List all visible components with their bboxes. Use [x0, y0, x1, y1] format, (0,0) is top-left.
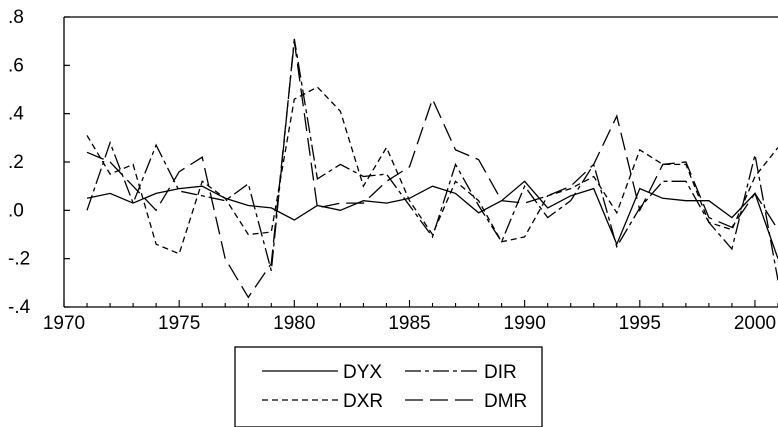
x-tick-label: 1990	[504, 313, 546, 334]
y-tick-label: .0	[8, 200, 24, 221]
y-tick-label: -.4	[8, 297, 31, 318]
legend-label-dyx: DYX	[343, 362, 382, 383]
y-tick-label: .6	[8, 55, 24, 76]
series-layer	[86, 38, 778, 299]
series-line-dyx	[86, 180, 778, 259]
x-tick-label: 1980	[273, 313, 315, 334]
x-tick-label: 1985	[388, 313, 430, 334]
series-line-dmr	[86, 41, 778, 299]
legend-box	[234, 346, 543, 427]
legend: DYX DIR DXR DMR	[234, 346, 543, 427]
x-tick-label: 2000	[734, 313, 776, 334]
y-tick-label: -.2	[8, 249, 30, 270]
y-tick-label: .4	[8, 104, 24, 125]
plot-axes: -.4 -.2 .0 .2 .4 .6 .8 1970 1975 1980 1985 1990 1995…	[8, 7, 778, 334]
legend-label-dmr: DMR	[484, 391, 527, 412]
x-tick-label: 1970	[43, 313, 85, 334]
legend-label-dxr: DXR	[343, 391, 383, 412]
y-tick-label: .2	[8, 152, 24, 173]
legend-label-dir: DIR	[484, 362, 517, 383]
series-line-dxr	[86, 86, 778, 255]
x-tick-label: 1975	[158, 313, 200, 334]
x-tick-label: 1995	[619, 313, 661, 334]
y-tick-label: .8	[8, 7, 24, 28]
series-line-dir	[86, 38, 778, 281]
